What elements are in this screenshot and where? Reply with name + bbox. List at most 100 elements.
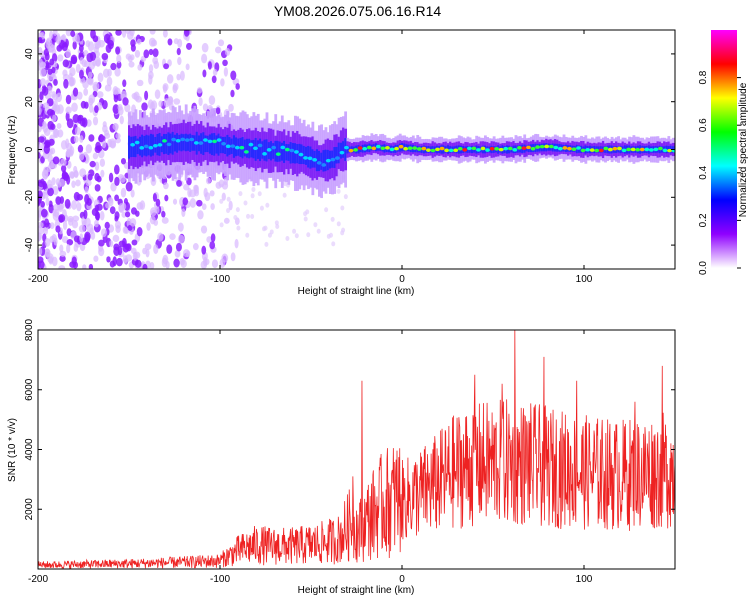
spectrogram-noise-blob [55,225,61,233]
spectrogram-noise-blob [173,98,181,105]
spectrogram-noise-blob [94,219,99,228]
spectrogram-noise-blob [155,198,161,207]
spectrogram-peak [239,145,245,150]
spectrogram-band-cell [191,135,195,151]
spectrogram-peak [489,146,495,151]
spectrogram-peak [580,148,586,153]
spectrogram-noise-blob [134,49,141,58]
spectrogram-peak [526,145,531,150]
spectrogram-noise-blob [90,231,96,240]
spectrogram-noise-blob [223,217,230,224]
spectrogram-noise-blob [109,240,114,248]
spectrogram-peak [294,150,299,154]
spectrogram-noise-blob [83,60,90,68]
spectrogram-noise-blob [53,99,58,109]
spectrogram-noise-blob [243,200,248,206]
y-tick-label: -40 [24,237,35,252]
spectrogram-noise-blob [98,239,105,247]
spectrogram-noise-blob [62,59,70,68]
spectrogram-band-cell [136,138,140,155]
spectrogram-peak [621,148,627,153]
spectrogram-noise-blob [92,35,99,43]
spectrogram-noise-blob [166,244,173,255]
spectrogram-band-cell [274,140,278,162]
spectrogram-noise-blob [47,120,54,130]
spectrogram-noise-blob [330,216,335,222]
spectrogram-noise-blob [163,182,169,190]
spectrogram-band-cell [333,147,337,169]
spectrogram-peak [471,146,477,151]
spectrogram-noise-blob [164,194,169,202]
spectrogram-peak [394,146,399,151]
spectrogram-band-cell [186,134,190,151]
spectrogram-band-cell [215,135,219,154]
spectrogram-noise-blob [59,244,64,253]
spectrogram-noise-blob [113,93,119,103]
spectrogram-noise-blob [60,140,68,150]
spectrogram-noise-blob [202,103,209,112]
spectrogram-noise-blob [51,91,57,98]
spectrogram-peak [585,147,591,152]
spectrogram-noise-blob [179,70,185,81]
spectrogram-band-cell [285,144,289,161]
spectrogram-noise-blob [92,152,99,160]
spectrogram-peak [453,148,459,153]
spectrogram-noise-blob [59,250,67,257]
spectrogram-noise-blob [42,120,47,128]
spectrogram-noise-blob [158,100,163,108]
spectrogram-band-cell [269,141,273,161]
x-tick-label: 100 [576,574,593,585]
spectrogram-noise-blob [209,241,216,250]
figure-title: YM08.2026.075.06.16.R14 [273,3,442,19]
spectrogram-noise-blob [208,95,216,106]
spectrogram-noise-blob [306,232,311,238]
spectrogram-noise-blob [38,209,43,218]
spectrogram-noise-blob [201,53,208,64]
spectrogram-peak [476,148,481,152]
spectrogram-band-cell [178,134,182,151]
spectrogram-noise-blob [274,220,279,226]
spectrogram-noise-blob [83,50,89,57]
spectrogram-band-cell [261,141,265,159]
spectrogram-peak [139,146,145,150]
spectrogram-peak [548,144,554,149]
spectrogram-noise-blob [117,106,124,116]
spectrogram-noise-blob [109,260,116,268]
spectrogram-noise-blob [103,33,111,44]
spectrogram-band-cell [311,149,315,168]
spectrogram-noise-blob [53,128,58,138]
spectrogram-peak [307,156,313,161]
spectrogram-noise-blob [42,102,50,109]
x-tick-label: -200 [28,274,48,285]
spectrogram-noise-blob [60,164,67,173]
spectrogram-noise-blob [116,60,122,69]
spectrogram-noise-blob [48,31,54,40]
spectrogram-peak [653,147,659,152]
spectrogram-noise-blob [205,177,211,185]
spectrogram-noise-blob [99,210,105,221]
spectrogram-band-cell [204,135,208,153]
spectrogram-noise-blob [44,218,50,228]
spectrogram-noise-blob [69,261,77,269]
spectrogram-peak [448,148,454,153]
spectrogram-noise-blob [177,234,185,244]
spectrogram-noise-blob [108,198,114,207]
spectrogram-noise-blob [59,255,66,262]
y-tick-label: 40 [24,48,35,60]
spectrogram-noise-blob [92,81,100,92]
spectrogram-noise-blob [221,253,229,263]
spectrogram-peak [667,148,672,153]
spectrogram-peak [607,147,613,152]
spectrogram-noise-blob [79,56,84,65]
spectrogram-peak [234,145,240,150]
spectrogram-peak [193,141,199,145]
spectrogram-noise-blob [100,169,105,178]
spectrogram-noise-blob [136,79,144,87]
spectrogram-noise-blob [62,220,68,231]
spectrogram-band-cell [245,138,249,158]
spectrogram-noise-blob [65,94,72,105]
spectrogram-noise-blob [174,249,181,258]
spectrogram-noise-blob [58,215,64,223]
spectrogram-noise-blob [166,74,174,84]
spectrogram-noise-blob [71,199,77,210]
